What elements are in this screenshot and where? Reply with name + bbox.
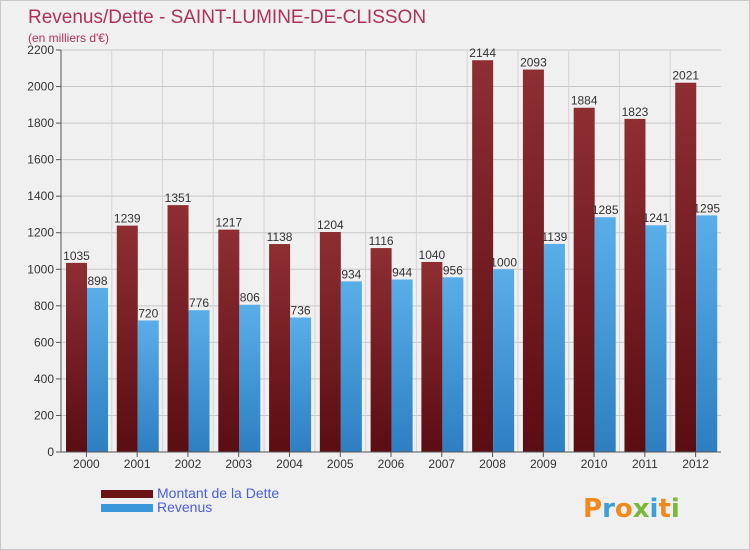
bar-revenue bbox=[239, 304, 261, 452]
x-tick-label: 2002 bbox=[175, 457, 202, 471]
bar-revenue bbox=[137, 320, 159, 452]
data-label-revenue: 944 bbox=[392, 266, 412, 280]
y-tick-label: 0 bbox=[47, 445, 54, 459]
bar-revenue bbox=[340, 281, 362, 452]
bar-debt bbox=[522, 69, 544, 452]
x-tick-label: 2009 bbox=[530, 457, 557, 471]
data-label-revenue: 1241 bbox=[643, 211, 670, 225]
chart-subtitle: (en milliers d'€) bbox=[28, 31, 109, 45]
x-tick-label: 2001 bbox=[124, 457, 151, 471]
bar-revenue bbox=[696, 215, 718, 452]
y-tick-label: 800 bbox=[34, 299, 54, 313]
data-label-revenue: 1000 bbox=[490, 255, 517, 269]
data-label-revenue: 806 bbox=[240, 291, 260, 305]
legend-swatch-revenue bbox=[101, 504, 153, 512]
data-label-debt: 1239 bbox=[114, 212, 141, 226]
proxiti-logo: Proxiti bbox=[583, 494, 680, 524]
chart-title: Revenus/Dette - SAINT-LUMINE-DE-CLISSON bbox=[28, 7, 427, 28]
y-tick-label: 2000 bbox=[27, 80, 54, 94]
bar-revenue bbox=[391, 279, 413, 452]
bar-debt bbox=[218, 229, 240, 452]
data-label-debt: 1040 bbox=[419, 248, 446, 262]
data-label-debt: 2144 bbox=[469, 46, 496, 60]
data-label-revenue: 1139 bbox=[542, 230, 568, 244]
data-label-revenue: 956 bbox=[443, 263, 463, 277]
legend-swatch-debt bbox=[101, 490, 153, 498]
x-tick-label: 2006 bbox=[378, 457, 405, 471]
bar-revenue bbox=[290, 317, 312, 452]
y-tick-label: 600 bbox=[34, 335, 54, 349]
data-label-revenue: 736 bbox=[291, 304, 311, 318]
x-tick-label: 2011 bbox=[632, 457, 658, 471]
svg-text:Proxiti: Proxiti bbox=[583, 494, 680, 524]
bar-debt bbox=[319, 231, 341, 452]
y-tick-label: 1600 bbox=[27, 153, 54, 167]
data-label-revenue: 1295 bbox=[693, 201, 720, 215]
data-labels: 1035 898 1239 720 1351 776 1217 806 1138 736 1204 9… bbox=[63, 46, 720, 320]
data-label-debt: 1884 bbox=[571, 94, 598, 108]
bar-revenue bbox=[645, 225, 667, 452]
bar-debt bbox=[116, 225, 138, 452]
y-tick-label: 1200 bbox=[27, 226, 54, 240]
x-tick-label: 2005 bbox=[327, 457, 354, 471]
data-label-debt: 1035 bbox=[63, 249, 90, 263]
data-label-debt: 1823 bbox=[622, 105, 649, 119]
bar-revenue bbox=[543, 243, 565, 452]
data-label-revenue: 776 bbox=[189, 296, 209, 310]
data-label-debt: 1217 bbox=[215, 216, 242, 230]
y-tick-label: 200 bbox=[34, 408, 54, 422]
legend-label-debt: Montant de la Dette bbox=[157, 485, 280, 501]
bar-debt bbox=[269, 244, 291, 452]
bar-revenue bbox=[493, 269, 515, 452]
x-tick-label: 2008 bbox=[479, 457, 506, 471]
data-label-debt: 1116 bbox=[369, 234, 394, 248]
y-tick-label: 1000 bbox=[27, 262, 54, 276]
data-label-debt: 2021 bbox=[672, 69, 699, 83]
y-tick-label: 400 bbox=[34, 372, 54, 386]
data-label-debt: 1351 bbox=[165, 191, 192, 205]
x-tick-label: 2003 bbox=[225, 457, 252, 471]
y-tick-label: 1400 bbox=[27, 189, 54, 203]
bar-debt bbox=[66, 262, 87, 452]
bar-revenue bbox=[87, 287, 108, 452]
bar-revenue bbox=[594, 217, 616, 452]
x-tick-label: 2007 bbox=[428, 457, 455, 471]
bar-debt bbox=[472, 60, 494, 452]
bar-debt bbox=[167, 205, 189, 452]
x-tick-label: 2000 bbox=[73, 457, 100, 471]
data-label-revenue: 934 bbox=[341, 267, 361, 281]
data-label-revenue: 1285 bbox=[592, 203, 619, 217]
x-tick-label: 2010 bbox=[581, 457, 608, 471]
bar-debt bbox=[675, 82, 697, 452]
x-tick-label: 2012 bbox=[682, 457, 709, 471]
bar-debt bbox=[624, 118, 646, 452]
y-tick-label: 1800 bbox=[27, 116, 54, 130]
legend-label-revenue: Revenus bbox=[157, 499, 213, 515]
data-label-revenue: 720 bbox=[138, 306, 158, 320]
bar-revenue bbox=[442, 277, 464, 452]
bar-debt bbox=[573, 107, 595, 452]
data-label-debt: 1138 bbox=[267, 230, 293, 244]
axes: 0 200 400 600 800 1000 1200 1400 1600 1800 2000 220… bbox=[27, 43, 721, 471]
bar-revenue bbox=[188, 310, 210, 452]
bar-debt bbox=[370, 248, 392, 452]
bar-debt bbox=[421, 261, 443, 452]
data-label-revenue: 898 bbox=[87, 274, 107, 288]
data-label-debt: 2093 bbox=[520, 56, 547, 70]
data-label-debt: 1204 bbox=[317, 218, 344, 232]
y-tick-label: 2200 bbox=[27, 43, 54, 57]
bars bbox=[66, 60, 718, 452]
x-tick-label: 2004 bbox=[276, 457, 303, 471]
